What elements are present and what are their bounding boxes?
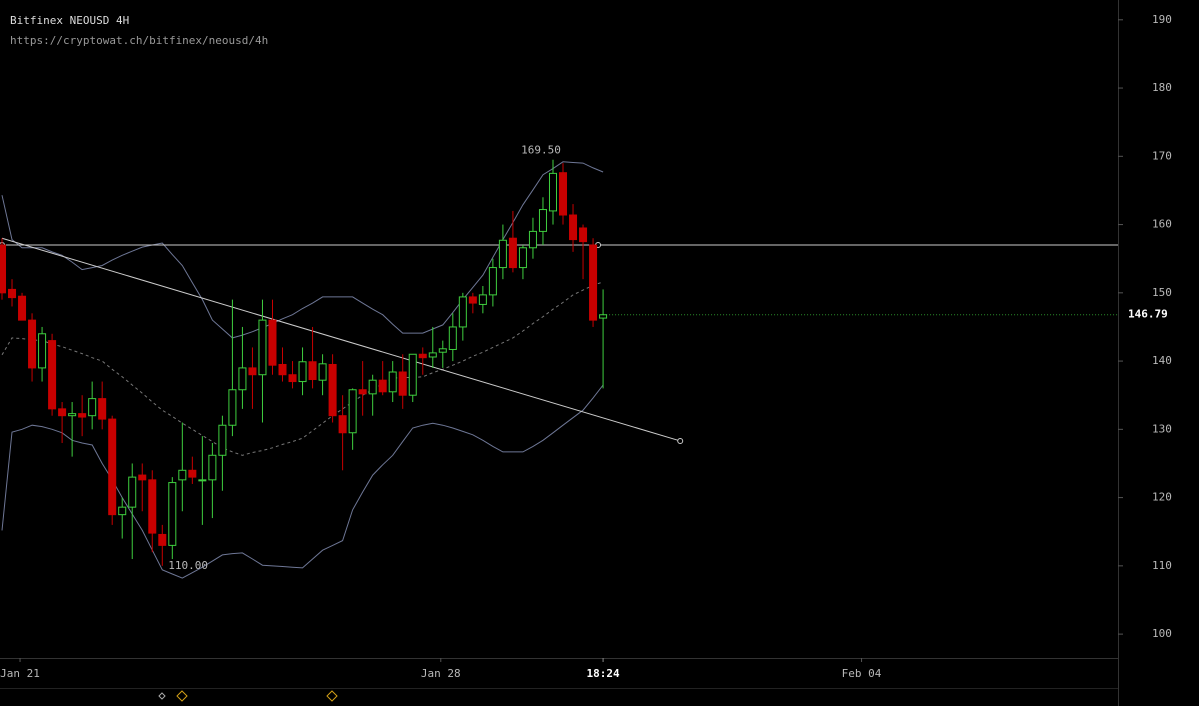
candle-body	[498, 239, 507, 269]
candle-body	[118, 506, 127, 516]
candle-body	[108, 418, 117, 516]
candle-body	[178, 469, 187, 481]
chart-title: Bitfinex NEOUSD 4H	[10, 14, 129, 27]
y-tick-label: 160	[1152, 218, 1172, 231]
candle-body	[128, 476, 137, 508]
candle-body	[388, 371, 397, 393]
trend-line	[1, 237, 681, 442]
candle-body	[398, 371, 407, 396]
x-tick-label: Feb 04	[842, 667, 882, 680]
candle-body	[268, 319, 277, 366]
candle-body	[348, 389, 357, 434]
candle-body	[158, 533, 167, 546]
candle-body	[18, 295, 27, 321]
candle-body	[328, 363, 337, 417]
candle-body	[228, 389, 237, 426]
y-tick-label: 140	[1152, 354, 1172, 367]
y-tick-label: 130	[1152, 422, 1172, 435]
event-marker[interactable]	[176, 690, 188, 702]
candle-body	[8, 288, 17, 299]
candle-body	[518, 247, 527, 269]
x-tick-label: Jan 21	[0, 667, 40, 680]
candle-body	[548, 172, 557, 212]
candle-body	[408, 353, 417, 396]
x-tick-label: Jan 28	[421, 667, 461, 680]
candle-body	[258, 319, 267, 376]
candle-body	[68, 413, 77, 417]
event-marker[interactable]	[158, 692, 166, 700]
candle-body	[468, 296, 477, 304]
band-middle	[1, 281, 604, 456]
candle-body	[58, 408, 67, 417]
high-label: 169.50	[521, 144, 561, 157]
candle-body	[138, 474, 147, 481]
candle-body	[28, 319, 37, 369]
candle-body	[308, 361, 317, 381]
candle-body	[38, 333, 47, 369]
y-tick-label: 170	[1152, 149, 1172, 162]
candle-body	[508, 237, 517, 269]
current-time-label: 18:24	[587, 667, 620, 680]
candle-body	[579, 227, 588, 243]
candle-body	[448, 326, 457, 350]
event-marker[interactable]	[326, 690, 338, 702]
candle-body	[368, 379, 377, 395]
chart-subtitle: https://cryptowat.ch/bitfinex/neousd/4h	[10, 34, 268, 47]
candle-body	[48, 340, 57, 410]
candle-body	[538, 209, 547, 232]
candle-body	[298, 361, 307, 383]
candle-body	[378, 379, 387, 393]
y-tick-label: 180	[1152, 81, 1172, 94]
candle-body	[589, 244, 598, 321]
candle-body	[458, 296, 467, 328]
candle-body	[418, 353, 427, 359]
last-price-box	[1119, 306, 1199, 323]
candle-body	[318, 363, 327, 381]
candle-body	[98, 398, 107, 420]
candle-body	[248, 367, 257, 376]
low-label: 110.00	[168, 559, 208, 572]
candle-body	[208, 454, 217, 481]
candle-body	[78, 413, 87, 418]
candle-body	[428, 352, 437, 358]
candle-body	[438, 348, 447, 353]
y-tick-label: 100	[1152, 627, 1172, 640]
candle-body	[0, 244, 7, 294]
candle-body	[188, 469, 197, 478]
candle-body	[338, 415, 347, 434]
candle-body	[198, 479, 207, 482]
candle-body	[358, 389, 367, 395]
candle-body	[218, 424, 227, 456]
candle-body	[278, 363, 287, 376]
candle-body	[599, 314, 608, 319]
candle-body	[168, 482, 177, 546]
candle-body	[288, 374, 297, 383]
y-tick-label: 110	[1152, 559, 1172, 572]
band-lower	[1, 384, 604, 579]
y-tick-label: 120	[1152, 491, 1172, 504]
candle-body	[238, 367, 247, 391]
candle-body	[88, 398, 97, 417]
candle-body	[569, 214, 578, 241]
candle-body	[478, 294, 487, 305]
candle-body	[488, 267, 497, 296]
candle-body	[559, 172, 568, 216]
y-tick-label: 150	[1152, 286, 1172, 299]
last-price-label: 146.79	[1128, 308, 1168, 321]
candle-body	[148, 479, 157, 534]
y-tick-label: 190	[1152, 13, 1172, 26]
candle-body	[528, 230, 537, 249]
trend-handle	[677, 437, 684, 444]
